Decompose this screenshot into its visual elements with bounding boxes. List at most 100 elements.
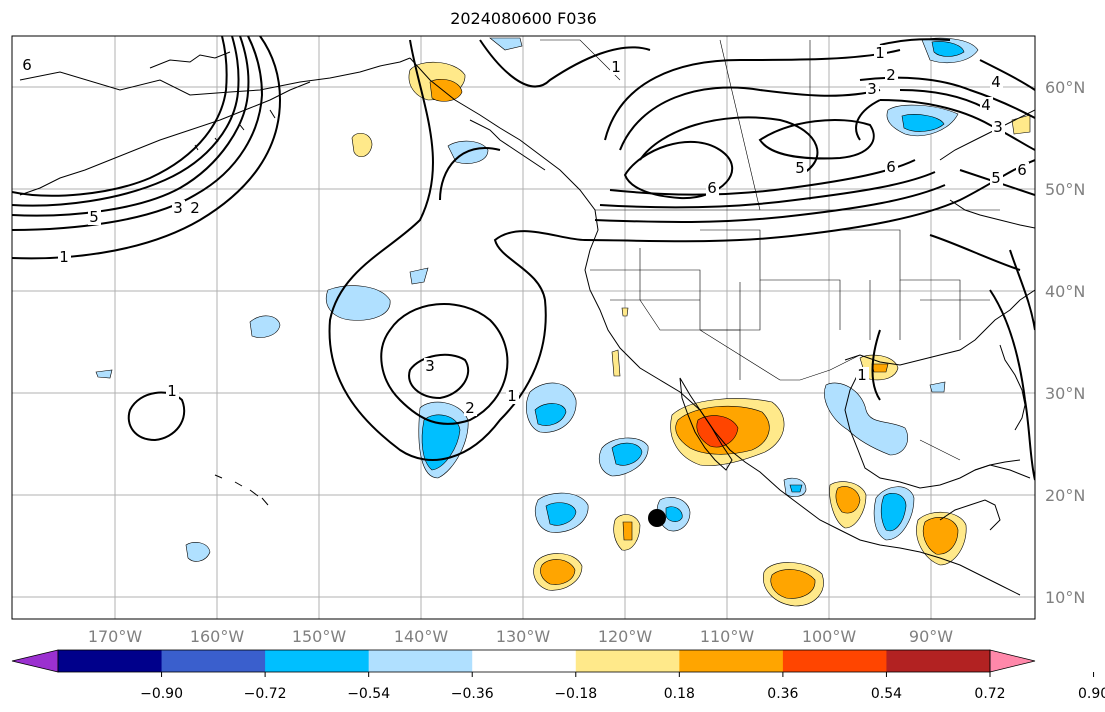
shade-orange [429, 79, 463, 102]
contour-label-bg [189, 200, 202, 216]
shade-light-blue [185, 542, 211, 562]
shade-orange [770, 569, 816, 599]
lat-tick-label: 40°N [1045, 282, 1085, 301]
contour-label: 6 [22, 56, 32, 74]
colorbar-cell [782, 650, 887, 672]
contour-label-bg [990, 170, 1003, 186]
contour-label: 2 [190, 199, 200, 217]
contour-label: 2 [886, 66, 896, 84]
colorbar-cell [161, 650, 266, 672]
lon-tick-label: 90°W [909, 627, 953, 646]
shade-light-blue [824, 382, 909, 456]
contour-label: 1 [167, 382, 177, 400]
shade-blue [789, 484, 803, 493]
contour-lines [12, 36, 1035, 481]
colorbar-cell [886, 650, 991, 672]
shade-light-blue [929, 381, 946, 393]
contour-label-bg [706, 180, 719, 196]
contour-label-bg [506, 388, 519, 404]
contour-label-bg [172, 200, 185, 216]
shade-blue [534, 403, 567, 426]
contour-label: 5 [991, 169, 1001, 187]
colorbar-frame [57, 649, 991, 673]
colorbar-cell [679, 650, 784, 672]
shade-light-blue [95, 369, 113, 379]
contour-label-bg [21, 57, 34, 73]
axis-labels: 170°W 160°W 150°W 140°W 130°W 120°W 110°W 100°W… [88, 78, 1086, 646]
colorbar-tick-label: −0.72 [244, 686, 287, 702]
shade-light-blue [409, 267, 429, 285]
contour-label-bg [856, 367, 869, 383]
shade-blue [901, 114, 945, 132]
contour-label-bg [88, 209, 101, 225]
contour-label: 3 [993, 118, 1003, 136]
lon-tick-label: 130°W [496, 627, 551, 646]
contour-label: 1 [611, 58, 621, 76]
contour-label-bg [166, 383, 179, 399]
contour-label: 2 [465, 399, 475, 417]
contour-label-bg [992, 119, 1005, 135]
contour-label-bg [885, 67, 898, 83]
lon-tick-label: 110°W [700, 627, 755, 646]
shade-blue [545, 502, 577, 526]
lat-tick-label: 60°N [1045, 78, 1085, 97]
colorbar-tick-label: −0.36 [451, 686, 494, 702]
contour-label: 3 [173, 199, 183, 217]
shade-blue [931, 41, 965, 57]
colorbar-tick-label: −0.18 [554, 686, 597, 702]
contour-label-bg [794, 160, 807, 176]
contour-label: 4 [991, 73, 1001, 91]
colorbar-cell [265, 650, 370, 672]
contour-label: 5 [89, 208, 99, 226]
lon-tick-label: 140°W [394, 627, 449, 646]
shade-orange [540, 559, 576, 585]
lon-tick-label: 150°W [292, 627, 347, 646]
contour-label: 1 [857, 366, 867, 384]
shade-blue [611, 442, 643, 466]
contour-label: 6 [886, 158, 896, 176]
storm-marker [648, 509, 666, 527]
colorbar-tick-label: 0.54 [871, 686, 902, 702]
contour-label: 1 [875, 44, 885, 62]
contour-label-bg [424, 358, 437, 374]
shade-orange [835, 486, 861, 514]
contour-label-bg [990, 74, 1003, 90]
shade-yellow [351, 132, 373, 158]
colorbar-cell [58, 650, 163, 672]
lat-tick-label: 30°N [1045, 384, 1085, 403]
contour-label: 1 [59, 248, 69, 266]
colorbar: −0.90 −0.72 −0.54 −0.36 −0.18 0.18 0.36 0.54 0.7… [11, 649, 1105, 702]
colorbar-tick-label: −0.90 [140, 686, 183, 702]
lat-tick-label: 10°N [1045, 588, 1085, 607]
anomaly-shading [95, 37, 1031, 607]
colorbar-cell [368, 650, 473, 672]
contour-label-bg [464, 400, 477, 416]
map-title: 2024080600 F036 [450, 9, 597, 28]
lon-tick-label: 100°W [802, 627, 857, 646]
contour-label-bg [874, 45, 887, 61]
lat-tick-label: 50°N [1045, 180, 1085, 199]
contour-label: 5 [795, 159, 805, 177]
contour-label-bg [58, 249, 71, 265]
shade-yellow [611, 349, 621, 377]
contour-label: 4 [981, 96, 991, 114]
contour-label: 6 [707, 179, 717, 197]
shade-orange [622, 521, 633, 541]
colorbar-cell [472, 650, 577, 672]
lat-tick-label: 20°N [1045, 486, 1085, 505]
shade-orange [871, 363, 889, 373]
colorbar-tick-label: 0.18 [664, 686, 695, 702]
shade-red [696, 415, 739, 448]
colorbar-extend-min [11, 649, 59, 673]
colorbar-tick-label: 0.72 [974, 686, 1005, 702]
contour-label: 3 [425, 357, 435, 375]
contour-label-bg [980, 97, 993, 113]
lon-tick-label: 120°W [598, 627, 653, 646]
coastlines [19, 51, 1035, 596]
lon-tick-label: 170°W [88, 627, 143, 646]
shade-light-blue [249, 315, 281, 338]
shade-light-blue [489, 37, 523, 51]
contour-label-bg [885, 159, 898, 175]
